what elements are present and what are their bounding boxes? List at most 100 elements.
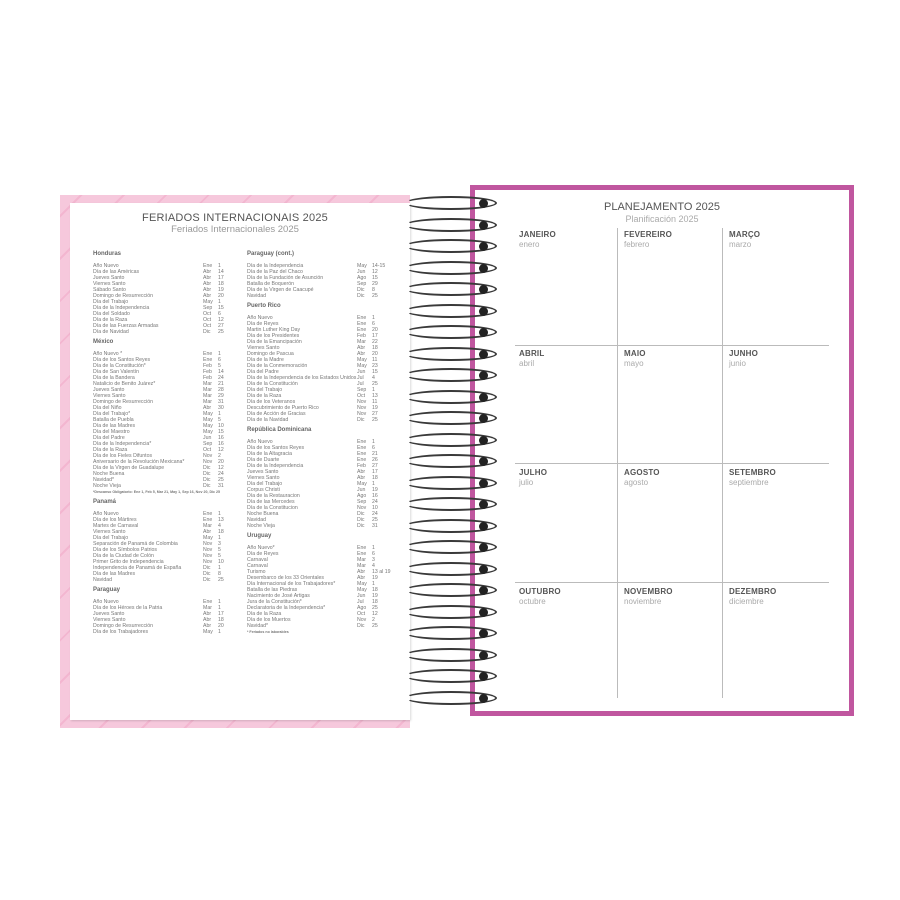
holiday-day: 31 [372, 523, 378, 529]
holiday-month: Ene [203, 263, 213, 269]
holiday-name: Día de los Símbolos Patrios [93, 547, 158, 553]
holiday-row: Día de Duarte Ene 26 [247, 457, 407, 463]
holiday-row: Sábado Santo Abr 19 [93, 287, 253, 293]
holiday-day: 1 [372, 545, 375, 551]
holiday-name: Nacimiento de José Artigas [247, 593, 310, 599]
holiday-month: Feb [203, 375, 212, 381]
month-cell[interactable]: ABRIL abril [519, 349, 619, 368]
holiday-row: Año Nuevo Ene 1 [93, 599, 253, 605]
holiday-month: Ene [203, 351, 213, 357]
holiday-day: 23 [372, 363, 378, 369]
holiday-row: Jueves Santo Abr 17 [93, 611, 253, 617]
month-cell[interactable]: JUNHO junio [729, 349, 829, 368]
holiday-month: Dic [203, 471, 211, 477]
month-cell[interactable]: FEVEREIRO febrero [624, 230, 724, 249]
holiday-row: Viernes Santo Abr 18 [247, 345, 407, 351]
month-cell[interactable]: OUTUBRO octubre [519, 587, 619, 606]
holiday-name: Día de los Mártires [93, 517, 137, 523]
holiday-row: Año Nuevo * Ene 1 [93, 351, 253, 357]
month-cell[interactable]: NOVEMBRO noviembre [624, 587, 724, 606]
holiday-name: Domingo de Resurrección [93, 293, 153, 299]
holiday-month: Abr [357, 345, 366, 351]
month-name-es: diciembre [729, 597, 764, 606]
holiday-month: May [203, 299, 213, 305]
holiday-name: Día de la Fundación de Asunción [247, 275, 324, 281]
holiday-day: 12 [218, 465, 224, 471]
holiday-month: May [357, 481, 367, 487]
holiday-day: 1 [218, 535, 221, 541]
holiday-day: 1 [218, 511, 221, 517]
spiral-ring [405, 325, 497, 339]
holiday-day: 1 [372, 481, 375, 487]
holiday-day: 24 [218, 375, 224, 381]
punch-hole [479, 242, 488, 251]
month-cell[interactable]: SETEMBRO septiembre [729, 468, 829, 487]
month-cell[interactable]: JANEIRO enero [519, 230, 619, 249]
holiday-name: Día de Reyes [247, 551, 279, 557]
holiday-month: Dic [203, 465, 211, 471]
holiday-month: Abr [203, 281, 212, 287]
holiday-month: Ene [357, 439, 367, 445]
month-cell[interactable]: MAIO mayo [624, 349, 724, 368]
holiday-row: Noche Vieja Dic 31 [247, 523, 407, 529]
holiday-month: Dic [357, 517, 365, 523]
holiday-day: 25 [218, 477, 224, 483]
holiday-month: Ago [357, 275, 367, 281]
holiday-day: 2 [372, 617, 375, 623]
holiday-row: Día del Trabajo May 1 [247, 481, 407, 487]
holiday-month: Ene [357, 545, 367, 551]
holiday-row: Día de la Raza Oct 12 [93, 317, 253, 323]
holiday-month: Ene [357, 451, 367, 457]
holiday-day: 25 [372, 293, 378, 299]
holiday-name: Día de la Virgen de Caacupé [247, 287, 314, 293]
spiral-ring [405, 282, 497, 296]
month-cell[interactable]: JULHO julio [519, 468, 619, 487]
punch-hole [479, 672, 488, 681]
month-cell[interactable]: AGOSTO agosto [624, 468, 724, 487]
holiday-month: Abr [203, 529, 212, 535]
holiday-month: May [357, 263, 367, 269]
footnote: * Feriados no laborables [247, 630, 289, 634]
punch-hole [479, 650, 488, 660]
country-heading: Panamá [93, 499, 117, 505]
holiday-month: Jul [357, 599, 364, 605]
holiday-row: Día del Trabajo May 1 [93, 535, 253, 541]
holiday-name: Año Nuevo [93, 263, 119, 269]
spiral-ring [405, 475, 497, 490]
spiral-ring [405, 583, 497, 597]
holiday-row: Día de los Santos Reyes Ene 6 [93, 357, 253, 363]
holiday-name: Año Nuevo [247, 315, 273, 321]
divider [515, 345, 829, 346]
holiday-row: Día de la Raza Oct 12 [247, 611, 407, 617]
punch-hole [479, 371, 488, 380]
month-name-es: septiembre [729, 478, 769, 487]
holiday-name: Día de Duarte [247, 457, 280, 463]
holiday-month: Abr [203, 275, 212, 281]
month-cell[interactable]: MARÇO marzo [729, 230, 829, 249]
holiday-name: Día del Padre [93, 435, 125, 441]
punch-hole [479, 328, 488, 337]
month-name-es: julio [519, 478, 534, 487]
month-cell[interactable]: DEZEMBRO diciembre [729, 587, 829, 606]
holiday-row: Domingo de Resurrección Abr 20 [93, 623, 253, 629]
holiday-name: Día de la Constitución* [93, 363, 146, 369]
holiday-row: Viernes Santo Abr 18 [93, 617, 253, 623]
holiday-row: Día de la Independencia Feb 27 [247, 463, 407, 469]
holiday-row: Viernes Santo Abr 18 [93, 281, 253, 287]
holiday-day: 19 [372, 593, 378, 599]
holiday-month: Dic [203, 571, 211, 577]
holiday-month: Nov [357, 405, 367, 411]
holiday-month: Dic [357, 523, 365, 529]
holiday-name: Día de las Madres [93, 571, 136, 577]
holiday-row: Día de la Altagracia Ene 21 [247, 451, 407, 457]
punch-hole [479, 693, 488, 703]
holiday-month: Mar [203, 605, 212, 611]
holiday-row: Día de la Ciudad de Colón Nov 5 [93, 553, 253, 559]
holiday-name: Separación de Panamá de Colombia [93, 541, 178, 547]
holiday-name: Jueves Santo [247, 469, 279, 475]
holiday-row: Día de la Constitución* Feb 5 [93, 363, 253, 369]
holiday-month: May [357, 581, 367, 587]
holiday-name: Día de la Constitución [247, 381, 298, 387]
holiday-month: May [203, 417, 213, 423]
holiday-month: Nov [203, 541, 213, 547]
